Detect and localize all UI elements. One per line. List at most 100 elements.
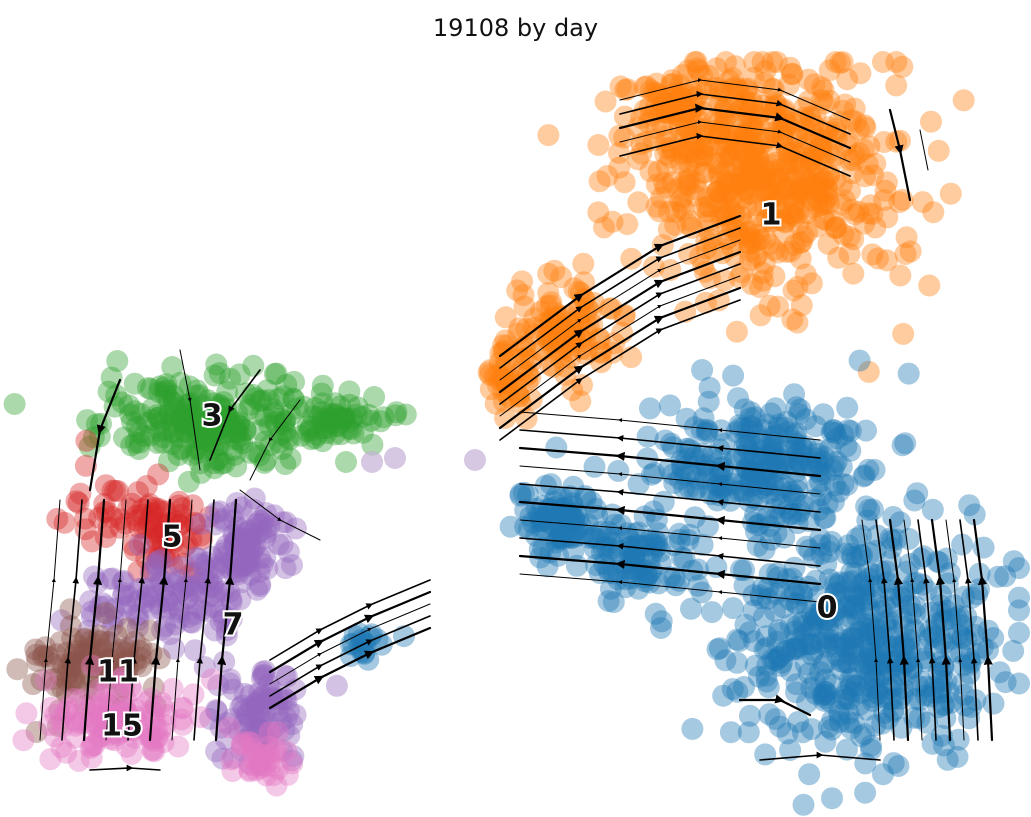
cell-point-cluster-0 [730,466,753,489]
cell-point-cluster-15 [39,748,62,771]
cell-point-cluster-3 [177,470,200,493]
cell-point-cluster-15 [98,723,121,746]
cell-point-cluster-7 [256,557,279,580]
cell-point-cluster-0 [816,492,839,515]
cell-point-cluster-1 [488,351,511,374]
cell-point-cluster-1 [543,322,566,344]
cell-point-cluster-7 [252,741,275,764]
cell-point-cluster-1 [639,160,662,183]
cell-point-cluster-3 [197,423,220,445]
cell-point-cluster-0 [797,662,820,685]
velocity-streamline [239,489,321,541]
cell-point-cluster-0 [833,688,856,711]
cell-point-cluster-0 [806,475,829,498]
cell-point-cluster-1 [748,169,771,192]
cell-point-cluster-3 [254,405,277,428]
cell-point-cluster-7 [270,710,293,733]
velocity-streamline [518,554,822,586]
cell-point-cluster-1 [799,150,822,173]
cell-point-cluster-1 [830,174,853,197]
cell-point-cluster-1 [781,202,804,225]
cell-point-cluster-1 [837,130,860,153]
cell-point-cluster-0 [519,505,542,528]
cell-point-cluster-1 [847,200,870,223]
cell-point-cluster-7 [189,512,212,535]
cell-point-cluster-7 [239,530,262,553]
cell-point-cluster-1 [685,51,708,73]
cell-point-cluster-11 [114,660,137,682]
cell-point-cluster-7 [231,694,254,717]
cell-point-cluster-1 [685,184,707,207]
cell-point-cluster-1 [920,110,942,133]
cell-point-cluster-5 [148,499,171,522]
cell-point-cluster-1 [646,82,669,105]
cell-point-cluster-0 [817,618,839,641]
cell-point-cluster-5 [123,539,146,562]
cell-point-cluster-3 [323,403,346,426]
cell-point-cluster-7 [255,521,278,544]
cell-point-cluster-5 [161,552,184,575]
cell-point-cluster-0 [763,435,786,458]
cell-point-cluster-0 [739,450,762,473]
cell-point-cluster-15 [81,734,104,757]
cell-point-cluster-15 [150,691,173,714]
cell-point-cluster-1 [713,269,736,292]
cell-point-cluster-1 [839,179,861,202]
cell-point-cluster-7 [255,711,278,734]
cell-point-cluster-1 [722,173,745,196]
cell-point-cluster-0 [753,538,776,561]
cell-point-cluster-0 [757,577,780,600]
cell-point-cluster-0 [607,459,630,482]
cell-point-cluster-0 [963,503,986,526]
cell-point-cluster-3 [206,419,229,442]
cell-point-cluster-1 [718,150,741,173]
cell-point-cluster-15 [71,711,94,734]
cell-point-cluster-1 [714,145,737,168]
cell-point-cluster-1 [717,180,740,203]
cell-point-cluster-5 [154,519,177,542]
cell-point-cluster-0 [769,715,791,738]
cell-point-cluster-0 [816,635,839,658]
cell-point-cluster-1 [766,168,789,191]
cell-point-cluster-3 [125,415,148,438]
cell-point-cluster-5 [75,429,98,452]
cell-point-cluster-0 [864,714,887,737]
cell-point-cluster-3 [182,407,205,430]
cell-point-cluster-1 [728,266,751,289]
cell-point-cluster-7 [245,692,268,715]
cell-point-cluster-0 [641,542,664,564]
cell-point-cluster-7 [239,697,262,720]
velocity-streamline [214,498,238,742]
cell-point-cluster-1 [659,146,682,169]
cell-point-cluster-0 [776,568,799,591]
cell-point-cluster-1 [786,126,809,149]
cell-point-cluster-0 [583,455,606,478]
velocity-streamline [268,626,432,710]
cell-point-cluster-3 [268,431,291,454]
cell-point-cluster-15 [79,737,102,760]
cell-point-cluster-7 [207,674,230,697]
cell-point-cluster-1 [892,322,915,345]
cell-point-cluster-3 [120,410,143,433]
cell-point-cluster-1 [537,262,560,285]
cell-point-cluster-0 [808,455,831,477]
cell-point-cluster-0 [834,596,857,619]
cell-point-cluster-15 [64,714,87,737]
cell-point-cluster-1 [839,148,862,171]
cell-point-cluster-3 [152,426,174,449]
cell-point-cluster-0 [834,542,857,565]
velocity-streamline [959,519,979,741]
cell-point-cluster-0 [987,565,1009,588]
cell-point-cluster-1 [854,116,877,139]
cell-point-cluster-0 [896,560,919,583]
cell-point-cluster-1 [797,90,820,113]
cell-point-cluster-0 [724,448,747,471]
cell-point-cluster-0 [839,420,862,442]
cell-point-cluster-0 [741,486,764,509]
cell-point-cluster-7 [222,747,245,769]
cell-point-cluster-0 [826,427,849,450]
cell-point-cluster-1 [491,366,514,389]
cell-point-cluster-7 [232,713,255,736]
velocity-streamline [518,446,822,478]
cell-point-cluster-1 [677,151,700,174]
